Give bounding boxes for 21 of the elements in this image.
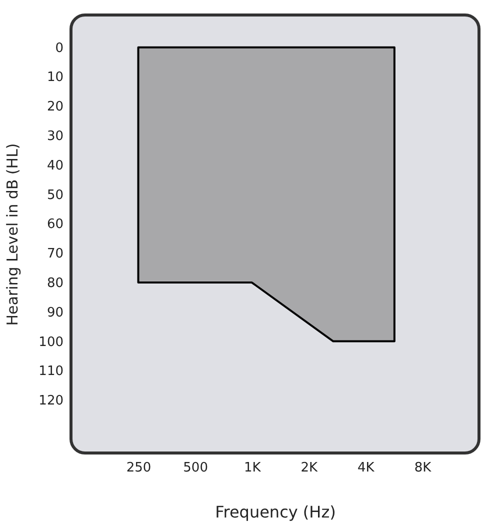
y-tick-label: 90 (46, 305, 64, 320)
x-tick-label: 1K (244, 460, 262, 476)
y-tick-label: 20 (46, 100, 64, 115)
y-tick-label: 0 (55, 40, 64, 56)
y-tick-label: 120 (38, 394, 64, 409)
x-tick-label: 4K (358, 460, 375, 476)
x-tick-label: 250 (126, 460, 152, 476)
y-tick-label: 50 (46, 188, 64, 203)
x-tick-label: 500 (183, 460, 208, 476)
y-tick-label: 40 (46, 158, 64, 174)
x-tick-label: 8K (414, 460, 432, 476)
y-tick-label: 100 (38, 334, 64, 350)
y-tick-label: 80 (46, 276, 64, 292)
x-tick-label: 2K (300, 460, 318, 476)
y-tick-label: 60 (46, 217, 64, 232)
y-axis-title: Hearing Level in dB (HL) (4, 143, 22, 326)
y-tick-label: 30 (46, 129, 64, 144)
x-axis-title: Frequency (Hz) (215, 502, 336, 522)
y-tick-label: 110 (38, 364, 64, 380)
y-tick-label: 10 (46, 70, 64, 86)
y-tick-label: 70 (46, 246, 64, 262)
